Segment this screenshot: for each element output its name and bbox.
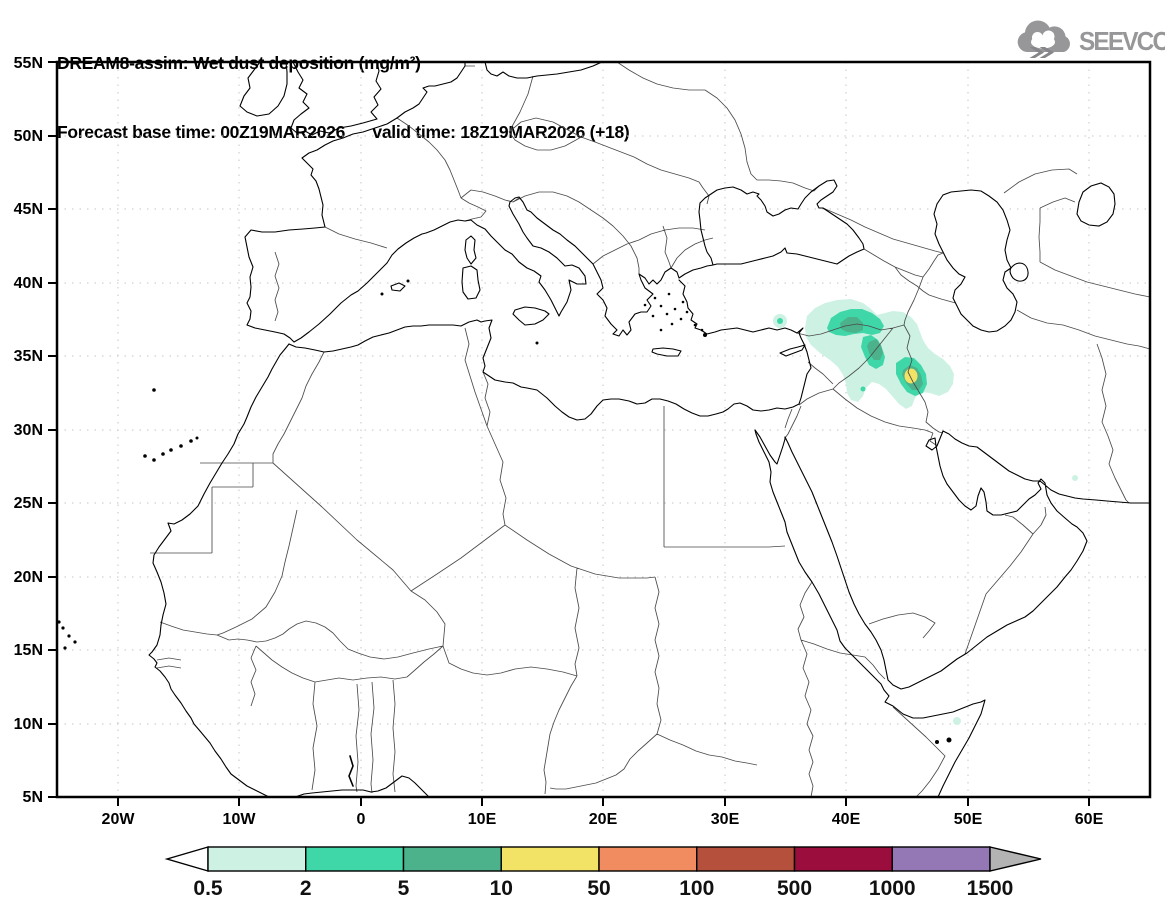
lat-label: 25N [14,495,43,512]
colorbar-label: 2 [300,877,312,900]
cloud-icon [1017,20,1070,58]
lon-label: 10E [468,811,497,827]
lon-label: 20W [102,811,136,827]
colorbar-overflow-arrow [989,846,1042,872]
colorbar-label: 1500 [967,877,1014,900]
lon-label: 50E [954,811,983,827]
lon-label: 60E [1075,811,1104,827]
colorbar-label: 500 [777,877,812,900]
lat-label: 55N [14,55,43,72]
colorbar-segment [793,846,893,872]
lat-label: 35N [14,348,43,365]
aral-sea [1076,182,1116,227]
colorbar-segment [891,846,991,872]
islands [57,235,952,744]
dust-level-5 [840,317,923,390]
lat-label: 50N [14,128,43,145]
country-borders [150,61,1151,798]
lon-label: 40E [832,811,861,827]
dust-plume [773,299,1078,725]
lon-label: 0 [357,811,366,827]
logo-text: SEEVCCC [1079,25,1165,56]
colorbar-label: 0.5 [193,877,223,900]
colorbar-segment [305,846,405,872]
lakes [933,182,1116,333]
axis-ticks [48,61,1090,806]
lat-label: 5N [23,789,43,806]
kara-bogaz-gol [1009,262,1029,282]
colorbar: 0.5 2 5 10 50 100 500 1000 1500 [164,846,1042,900]
colorbar-label: 100 [679,877,714,900]
lat-label: 15N [14,642,43,659]
lat-label: 10N [14,716,43,733]
colorbar-labels: 0.5 2 5 10 50 100 500 1000 1500 [193,877,1013,900]
forecast-map: 55N 50N 45N 40N 35N 30N 25N 20N 15N 10N … [14,55,1152,827]
lon-label: 20E [589,811,618,827]
colorbar-segment [402,846,502,872]
lat-label: 40N [14,275,43,292]
lat-label: 30N [14,422,43,439]
page-subtitle: Forecast base time: 00Z19MAR2026 valid t… [57,122,630,142]
colorbar-label: 5 [398,877,410,900]
dust-level-10 [904,368,918,384]
lat-label: 45N [14,201,43,218]
lon-axis: 20W 10W 0 10E 20E 30E 40E 50E 60E [102,811,1104,827]
lon-label: 30E [711,811,740,827]
colorbar-segment [207,846,307,872]
colorbar-label: 10 [490,877,513,900]
colorbar-label: 50 [587,877,610,900]
lon-label: 10W [223,811,257,827]
lat-axis: 55N 50N 45N 40N 35N 30N 25N 20N 15N 10N … [14,55,43,806]
coastlines [148,61,1151,798]
colorbar-segment [696,846,796,872]
colorbar-segment [500,846,600,872]
caspian-sea [933,189,1018,333]
colorbar-segment [598,846,698,872]
lat-label: 20N [14,569,43,586]
grid-lines [57,62,1150,797]
colorbar-label: 1000 [869,877,916,900]
colorbar-underflow-arrow [164,846,209,872]
seevccc-logo: SEEVCCC [1014,20,1165,62]
